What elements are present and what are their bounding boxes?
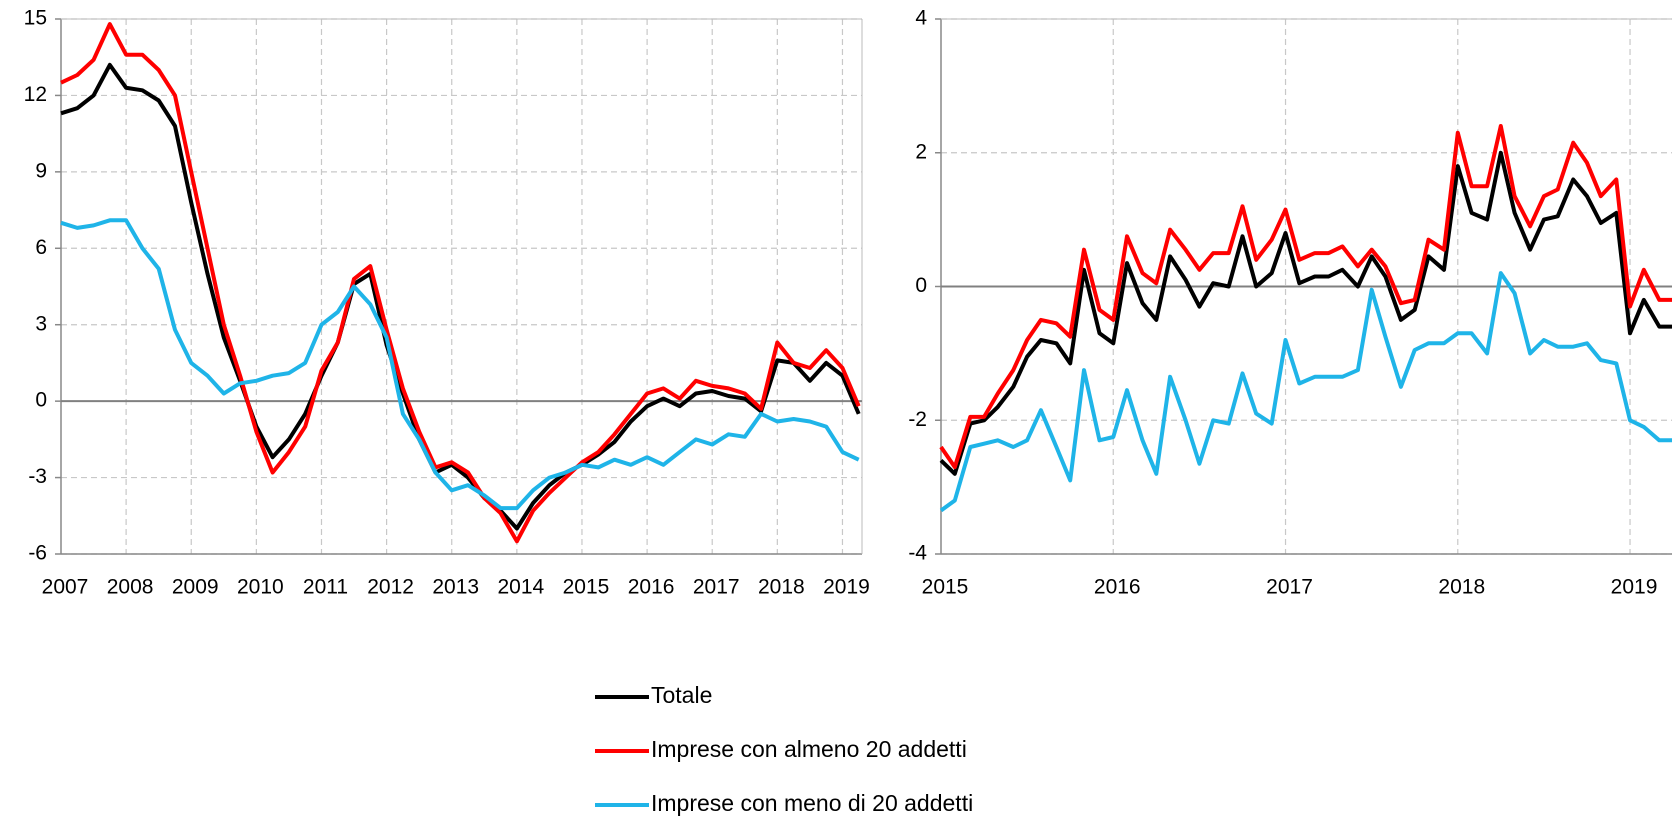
legend-item: Imprese con meno di 20 addetti: [595, 790, 973, 816]
y-tick-label: 9: [35, 159, 47, 182]
y-tick-label: -3: [28, 465, 47, 488]
x-tick-label: 2016: [628, 576, 675, 599]
y-tick-label: 12: [24, 83, 47, 106]
x-tick-label: 2009: [172, 576, 219, 599]
legend-item: Imprese con almeno 20 addetti: [595, 736, 967, 762]
y-tick-label: 0: [35, 389, 47, 412]
legend-label: Imprese con almeno 20 addetti: [651, 736, 967, 762]
x-tick-label: 2019: [1611, 576, 1658, 599]
legend: Totale Imprese con almeno 20 addetti Impre…: [595, 682, 973, 816]
legend-label: Totale: [651, 682, 712, 708]
y-tick-label: 3: [35, 312, 47, 335]
y-tick-label: 15: [24, 7, 47, 30]
x-tick-label: 2015: [563, 576, 610, 599]
x-tick-label: 2007: [42, 576, 89, 599]
series-line: [60, 62, 861, 531]
series-line: [60, 22, 861, 544]
x-tick-label: 2017: [693, 576, 740, 599]
x-tick-label: 2008: [107, 576, 154, 599]
y-tick-label: 2: [915, 140, 927, 163]
x-tick-label: 2012: [367, 576, 414, 599]
series-line: [939, 124, 1672, 470]
series-line: [939, 150, 1672, 476]
x-tick-label: 2011: [303, 576, 348, 599]
legend-item: Totale: [595, 682, 712, 708]
x-tick-label: 2019: [823, 576, 870, 599]
x-tick-label: 2017: [1266, 576, 1313, 599]
x-tick-label: 2016: [1094, 576, 1141, 599]
y-tick-label: -6: [28, 542, 47, 565]
x-tick-label: 2018: [1438, 576, 1485, 599]
x-tick-label: 2013: [432, 576, 479, 599]
x-tick-label: 2014: [497, 576, 544, 599]
y-tick-label: 0: [915, 274, 927, 297]
legend-label: Imprese con meno di 20 addetti: [651, 790, 973, 816]
y-tick-label: 6: [35, 236, 47, 259]
series-line: [60, 218, 860, 511]
x-tick-label: 2010: [237, 576, 284, 599]
x-tick-label: 2018: [758, 576, 805, 599]
y-tick-label: 4: [915, 7, 927, 30]
x-tick-label: 2015: [922, 576, 969, 599]
y-tick-label: -4: [908, 542, 927, 565]
y-tick-label: -2: [908, 408, 927, 431]
series-line: [939, 271, 1672, 513]
